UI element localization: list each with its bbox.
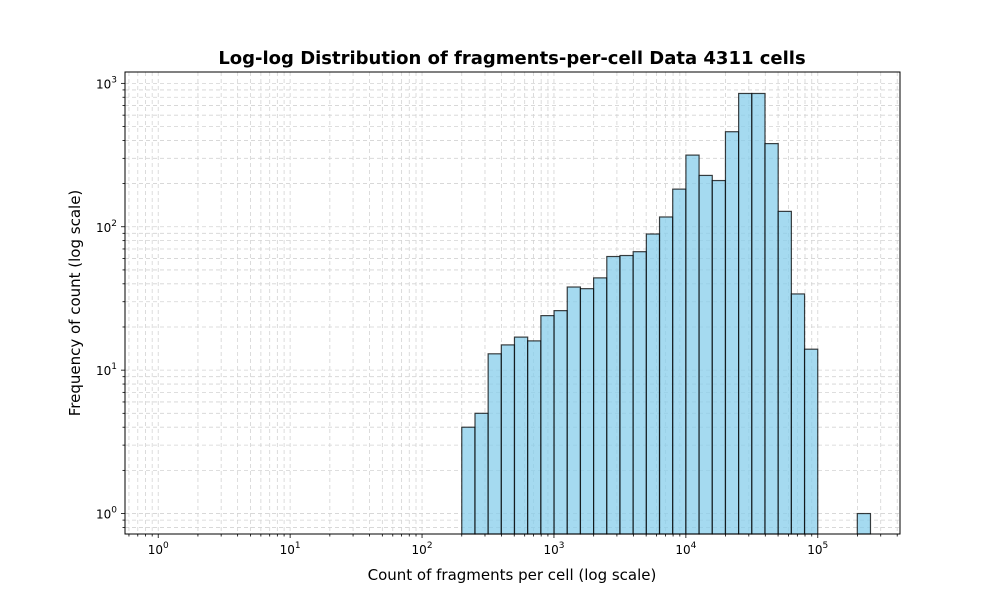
histogram-bar [711, 179, 727, 535]
histogram-bar [658, 216, 674, 535]
histogram-bar [751, 92, 766, 535]
histogram-bar [474, 412, 489, 535]
chart-title: Log-log Distribution of fragments-per-ce… [218, 48, 805, 69]
plot-frame [124, 71, 901, 535]
histogram-bar [606, 255, 621, 535]
histogram-bar [593, 277, 608, 535]
histogram-bar [803, 348, 819, 535]
histogram-bar [579, 288, 595, 535]
histogram-bar [790, 293, 806, 535]
histogram-bar [724, 131, 740, 535]
histogram-bar [500, 344, 516, 535]
x-tick-label: 104 [675, 541, 696, 557]
y-tick-label: 101 [96, 362, 117, 378]
x-tick-label: 103 [543, 541, 564, 557]
histogram-bar [672, 188, 687, 535]
histogram-bar [566, 286, 582, 535]
x-tick-label: 105 [807, 541, 828, 557]
histogram-bar [487, 353, 502, 535]
histogram-bar [764, 143, 779, 535]
x-axis-ticks: 100 101 102 103 104 105 [128, 534, 898, 557]
histogram-bar [553, 310, 568, 535]
bars [461, 92, 872, 535]
y-tick-label: 100 [96, 506, 117, 522]
histogram-bar [461, 426, 476, 535]
histogram-bar [856, 512, 872, 535]
histogram-bar [513, 336, 529, 535]
histogram-bar [527, 340, 542, 535]
histogram-bar [632, 251, 647, 535]
histogram-bar [540, 315, 555, 535]
histogram-bar [645, 233, 661, 535]
y-axis-label: Frequency of count (log scale) [66, 190, 84, 417]
y-tick-label: 103 [96, 75, 117, 91]
x-tick-label: 100 [148, 541, 169, 557]
y-axis-ticks: 100 101 102 103 [96, 75, 125, 528]
x-tick-label: 101 [280, 541, 301, 557]
histogram-bar [619, 254, 634, 535]
x-tick-label: 102 [412, 541, 433, 557]
histogram-bar [738, 92, 753, 535]
histogram-bar [698, 174, 713, 535]
histogram-bar [777, 210, 792, 535]
y-tick-label: 102 [96, 219, 117, 235]
histogram-bar [685, 154, 700, 535]
x-axis-label: Count of fragments per cell (log scale) [368, 566, 657, 584]
